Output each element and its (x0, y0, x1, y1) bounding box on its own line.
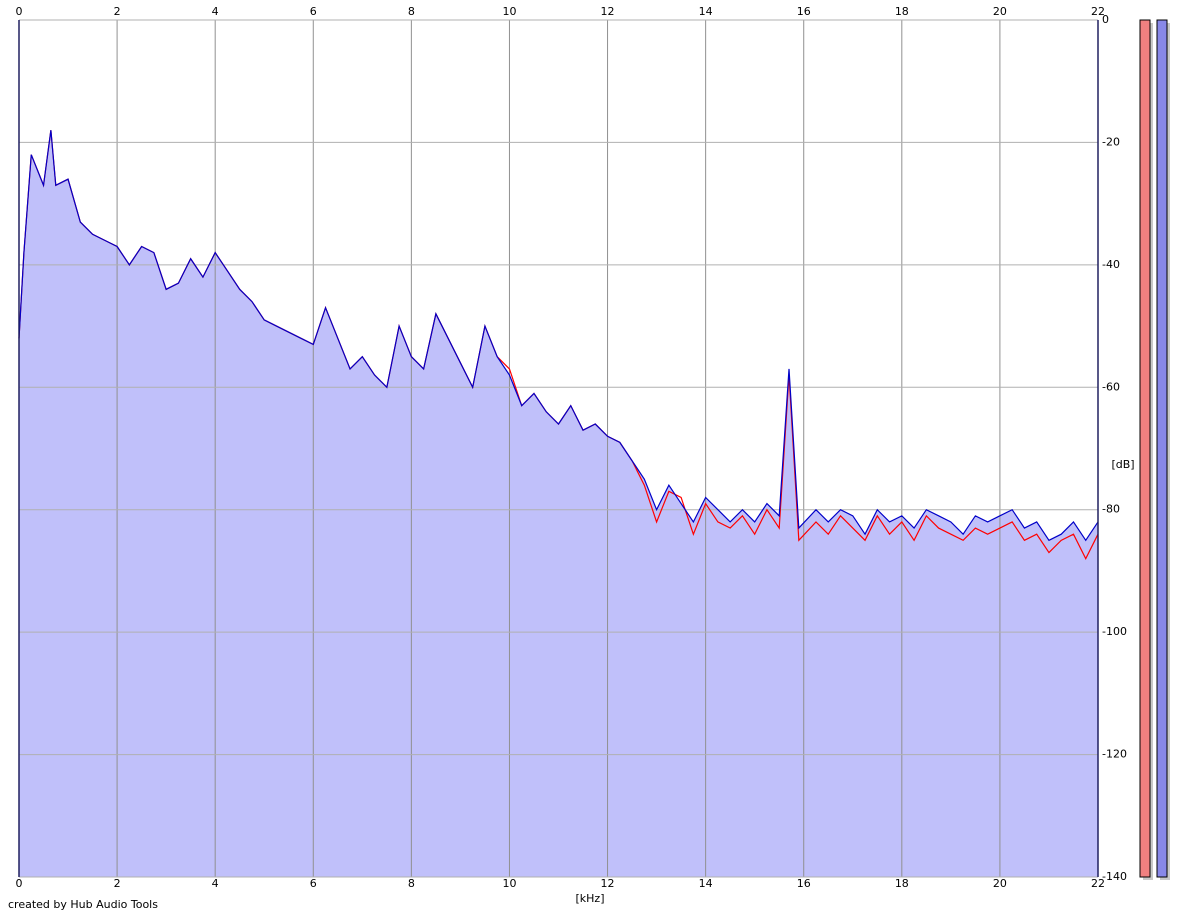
y-tick-label: -120 (1102, 748, 1127, 761)
y-tick-label: -60 (1102, 380, 1120, 393)
x-tick-label: 0 (16, 877, 23, 890)
x-tick-label: 10 (502, 5, 516, 18)
x-tick-label: 14 (699, 877, 713, 890)
y-tick-label: -80 (1102, 503, 1120, 516)
x-tick-label: 16 (797, 5, 811, 18)
x-tick-label: 18 (895, 877, 909, 890)
x-tick-label: 6 (310, 877, 317, 890)
spectrum-area (19, 130, 1098, 877)
x-tick-label: 8 (408, 5, 415, 18)
x-tick-label: 6 (310, 5, 317, 18)
x-tick-label: 14 (699, 5, 713, 18)
x-tick-label: 0 (16, 5, 23, 18)
x-tick-label: 20 (993, 877, 1007, 890)
x-tick-label: 2 (114, 5, 121, 18)
x-tick-label: 20 (993, 5, 1007, 18)
x-tick-label: 12 (601, 877, 615, 890)
x-tick-label: 10 (502, 877, 516, 890)
x-tick-label: 4 (212, 877, 219, 890)
y-tick-label: -100 (1102, 625, 1127, 638)
y-axis-label: [dB] (1111, 458, 1134, 471)
x-tick-label: 22 (1091, 877, 1105, 890)
x-tick-label: 2 (114, 877, 121, 890)
x-tick-label: 4 (212, 5, 219, 18)
x-tick-label: 22 (1091, 5, 1105, 18)
x-axis-label: [kHz] (576, 892, 605, 905)
right-meter (1156, 19, 1168, 878)
x-tick-label: 12 (601, 5, 615, 18)
spectrum-line (18, 130, 1099, 542)
footer: created by Hub Audio Tools (8, 898, 158, 911)
y-tick-label: -20 (1102, 135, 1120, 148)
y-tick-label: -140 (1102, 870, 1127, 883)
x-tick-label: 18 (895, 5, 909, 18)
x-tick-label: 8 (408, 877, 415, 890)
y-tick-label: 0 (1102, 13, 1109, 26)
left-meter (1139, 19, 1151, 878)
x-tick-label: 16 (797, 877, 811, 890)
y-tick-label: -40 (1102, 258, 1120, 271)
